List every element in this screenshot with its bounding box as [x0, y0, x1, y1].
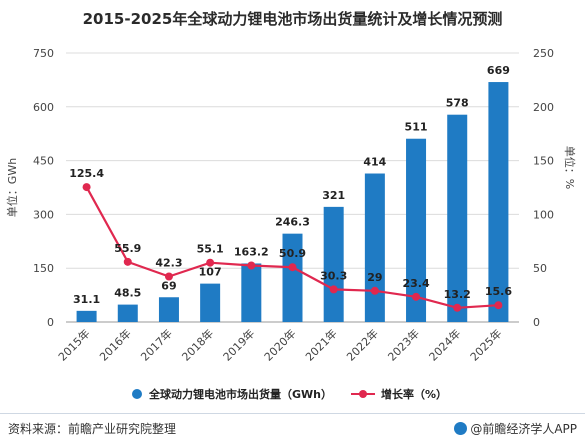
brand-logo-icon — [454, 422, 468, 435]
x-tick-label: 2021年 — [302, 326, 339, 363]
chart-title: 2015-2025年全球动力锂电池市场出货量统计及增长情况预测 — [82, 10, 503, 28]
footer-divider — [0, 413, 585, 414]
legend-line-marker — [359, 390, 367, 398]
bar — [282, 233, 303, 322]
y-left-tick-label: 0 — [47, 316, 54, 329]
bar — [200, 283, 221, 322]
y-left-tick-label: 300 — [33, 208, 54, 221]
growth-point — [494, 301, 503, 310]
bar — [76, 310, 97, 322]
bar — [158, 297, 179, 322]
line-value-label: 125.4 — [69, 167, 104, 180]
bar — [406, 138, 427, 322]
y-left-tick-label: 150 — [33, 262, 54, 275]
x-tick-label: 2023年 — [385, 326, 422, 363]
legend: 全球动力锂电池市场出货量（GWh） 增长率（%） — [132, 387, 447, 401]
legend-bar-label: 全球动力锂电池市场出货量（GWh） — [148, 387, 332, 401]
brand-text: @前瞻经济学人APP — [470, 422, 577, 436]
line-value-label: 15.6 — [485, 285, 512, 298]
bar-value-label: 69 — [161, 279, 176, 292]
y-left-tick-label: 750 — [33, 47, 54, 60]
brand-credit: @前瞻经济学人APP — [454, 420, 577, 437]
bar — [447, 114, 468, 322]
growth-point — [288, 263, 297, 272]
x-tick-label: 2019年 — [220, 326, 257, 363]
bar-value-label: 31.1 — [73, 293, 100, 306]
y-left-tick-label: 450 — [33, 155, 54, 168]
y-left-tick-label: 600 — [33, 101, 54, 114]
line-value-label: 30.3 — [320, 269, 347, 282]
bar-value-label: 321 — [322, 189, 345, 202]
bar-value-label: 163.2 — [234, 245, 269, 258]
line-value-label: 42.3 — [155, 256, 182, 269]
bar — [241, 263, 262, 322]
x-tick-label: 2018年 — [179, 326, 216, 363]
x-tick-label: 2017年 — [138, 326, 175, 363]
line-value-label: 50.9 — [279, 247, 306, 260]
bar-series — [76, 82, 509, 322]
x-tick-label: 2015年 — [55, 326, 92, 363]
growth-point — [329, 285, 338, 294]
y-right-tick-label: 0 — [533, 316, 540, 329]
source-note: 资料来源：前瞻产业研究院整理 — [8, 422, 177, 436]
line-value-label: 55.1 — [197, 243, 224, 256]
line-value-label: 23.4 — [402, 277, 429, 290]
legend-line-label: 增长率（%） — [381, 387, 447, 401]
y-right-tick-label: 50 — [533, 262, 547, 275]
legend-bar-swatch — [132, 389, 142, 399]
growth-point — [370, 286, 379, 295]
x-tick-label: 2016年 — [96, 326, 133, 363]
bar — [323, 206, 344, 322]
x-tick-label: 2022年 — [344, 326, 381, 363]
growth-point — [123, 257, 132, 266]
y-right-tick-label: 100 — [533, 208, 554, 221]
bar-value-label: 107 — [199, 266, 222, 279]
x-tick-label: 2024年 — [426, 326, 463, 363]
line-value-label: 13.2 — [444, 288, 471, 301]
x-tick-label: 2020年 — [261, 326, 298, 363]
bar-value-label: 246.3 — [275, 216, 310, 229]
bar — [364, 173, 385, 322]
growth-point — [206, 258, 215, 267]
bar — [117, 304, 138, 322]
growth-point — [412, 292, 421, 301]
y-right-tick-label: 150 — [533, 155, 554, 168]
data-labels: 31.1 48.5 69 107 163.2 246.3 321 414 511 578 669 12… — [69, 64, 512, 306]
bar-value-label: 48.5 — [114, 287, 141, 300]
y-right-tick-label: 200 — [533, 101, 554, 114]
bar-value-label: 669 — [487, 64, 510, 77]
y-left-axis-label: 单位：GWh — [5, 158, 19, 217]
line-value-label: 29 — [367, 271, 382, 284]
bar-value-label: 511 — [405, 121, 428, 134]
y-right-tick-label: 250 — [533, 47, 554, 60]
growth-point — [247, 261, 256, 270]
bar-value-label: 578 — [446, 97, 469, 110]
growth-point — [164, 272, 173, 281]
growth-point — [82, 183, 91, 192]
growth-point — [453, 303, 462, 312]
line-value-label: 55.9 — [114, 242, 141, 255]
bar-value-label: 414 — [363, 156, 386, 169]
y-right-axis-label: 单位：% — [563, 146, 577, 189]
x-tick-label: 2025年 — [467, 326, 504, 363]
bar — [488, 82, 509, 322]
line-series — [82, 183, 503, 312]
